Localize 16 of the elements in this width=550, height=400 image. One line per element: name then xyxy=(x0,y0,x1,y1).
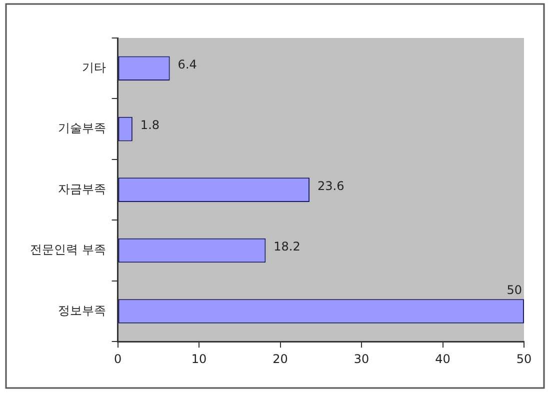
y-tick-label: 자금부족 xyxy=(58,182,106,196)
x-tick-label: 50 xyxy=(516,352,532,366)
y-tick-label: 정보부족 xyxy=(58,303,106,318)
data-label: 18.2 xyxy=(274,240,300,254)
y-tick-label: 전문인력 부족 xyxy=(30,242,106,257)
y-tick-label: 기술부족 xyxy=(58,121,106,136)
x-tick-label: 0 xyxy=(114,352,122,366)
x-tick-label: 10 xyxy=(191,352,207,366)
data-label: 6.4 xyxy=(178,57,197,72)
x-tick-label: 20 xyxy=(272,352,288,366)
data-label: 23.6 xyxy=(318,178,344,193)
data-label: 1.8 xyxy=(140,118,160,132)
data-label: 50 xyxy=(506,283,522,298)
y-tick-label: 기타 xyxy=(82,60,106,74)
x-tick-label: 40 xyxy=(435,352,450,366)
x-tick-label: 30 xyxy=(354,352,370,366)
